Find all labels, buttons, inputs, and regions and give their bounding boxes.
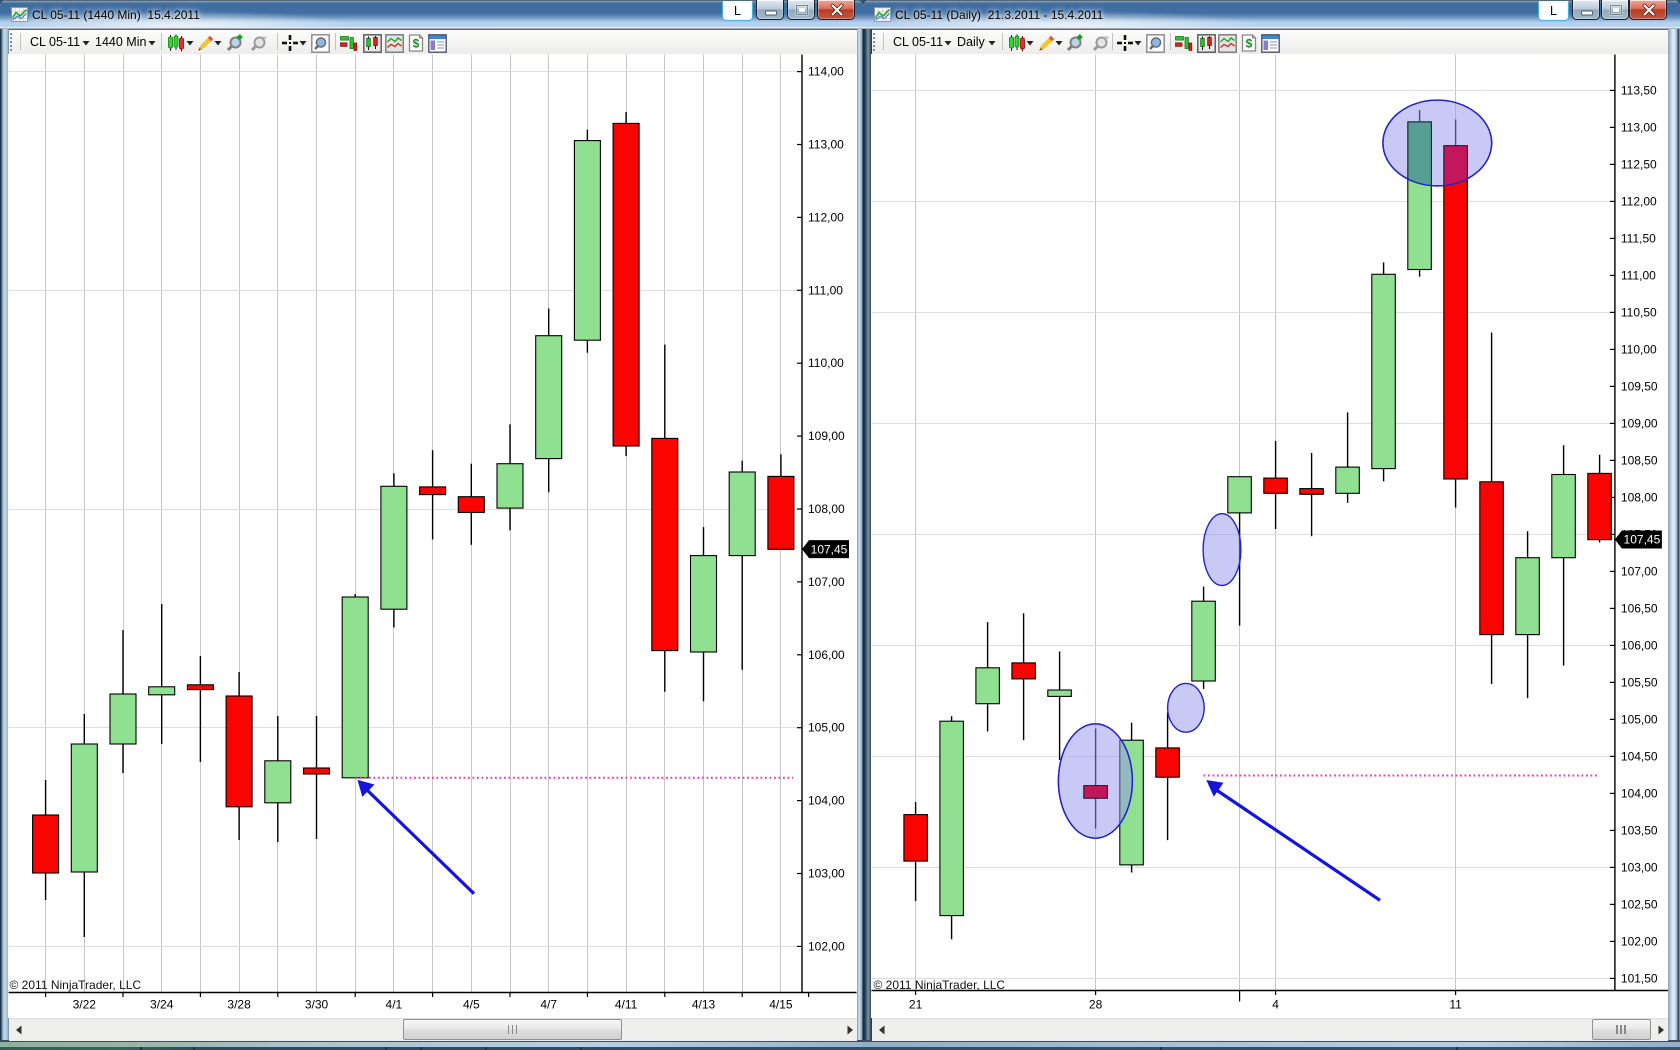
svg-text:110,00: 110,00 (1621, 342, 1657, 356)
svg-text:107,45: 107,45 (811, 542, 848, 556)
svg-text:© 2011 NinjaTrader, LLC: © 2011 NinjaTrader, LLC (874, 978, 1006, 992)
svg-text:111,00: 111,00 (1621, 268, 1656, 282)
svg-text:113,00: 113,00 (1621, 120, 1657, 134)
svg-text:106,00: 106,00 (808, 648, 845, 662)
svg-text:105,50: 105,50 (1621, 675, 1658, 689)
svg-text:104,00: 104,00 (1621, 786, 1658, 800)
svg-text:112,00: 112,00 (1621, 194, 1657, 208)
svg-text:101,50: 101,50 (1621, 971, 1658, 985)
svg-text:104,00: 104,00 (808, 794, 845, 808)
svg-text:21: 21 (909, 998, 923, 1012)
svg-text:113,50: 113,50 (1621, 83, 1657, 97)
svg-text:4/1: 4/1 (386, 998, 403, 1012)
svg-text:106,50: 106,50 (1621, 601, 1658, 615)
svg-text:112,00: 112,00 (808, 210, 844, 224)
svg-text:108,00: 108,00 (1621, 490, 1658, 504)
svg-text:108,00: 108,00 (808, 502, 845, 516)
svg-text:105,00: 105,00 (1621, 712, 1658, 726)
svg-text:109,00: 109,00 (1621, 416, 1658, 430)
svg-text:4/7: 4/7 (540, 998, 557, 1012)
svg-text:105,00: 105,00 (808, 721, 845, 735)
svg-text:104,50: 104,50 (1621, 749, 1658, 763)
svg-text:109,50: 109,50 (1621, 379, 1658, 393)
svg-text:103,00: 103,00 (1621, 860, 1658, 874)
svg-text:© 2011 NinjaTrader, LLC: © 2011 NinjaTrader, LLC (10, 978, 142, 992)
svg-text:107,00: 107,00 (1621, 564, 1658, 578)
svg-text:3/28: 3/28 (227, 998, 251, 1012)
svg-text:114,00: 114,00 (808, 65, 844, 79)
svg-text:102,50: 102,50 (1621, 897, 1658, 911)
svg-text:107,00: 107,00 (808, 575, 845, 589)
svg-text:4/13: 4/13 (692, 998, 716, 1012)
svg-text:111,50: 111,50 (1621, 231, 1656, 245)
svg-text:110,50: 110,50 (1621, 305, 1657, 319)
svg-text:$: $ (413, 37, 420, 51)
svg-text:102,00: 102,00 (1621, 934, 1658, 948)
svg-text:4/11: 4/11 (615, 998, 638, 1012)
svg-text:3/30: 3/30 (305, 998, 329, 1012)
svg-text:3/22: 3/22 (73, 998, 97, 1012)
svg-text:3/24: 3/24 (150, 998, 174, 1012)
svg-text:112,50: 112,50 (1621, 157, 1657, 171)
svg-text:111,00: 111,00 (808, 283, 843, 297)
svg-text:$: $ (1246, 37, 1253, 51)
svg-text:4/15: 4/15 (769, 998, 793, 1012)
svg-text:113,00: 113,00 (808, 138, 844, 152)
svg-text:11: 11 (1449, 998, 1462, 1012)
svg-text:102,00: 102,00 (808, 939, 845, 953)
svg-text:107,45: 107,45 (1624, 533, 1661, 547)
svg-text:103,00: 103,00 (808, 867, 845, 881)
svg-text:103,50: 103,50 (1621, 823, 1658, 837)
svg-text:4: 4 (1272, 998, 1279, 1012)
svg-text:28: 28 (1089, 998, 1103, 1012)
svg-text:4/5: 4/5 (463, 998, 480, 1012)
svg-text:108,50: 108,50 (1621, 453, 1658, 467)
svg-text:106,00: 106,00 (1621, 638, 1658, 652)
svg-text:109,00: 109,00 (808, 429, 845, 443)
svg-text:110,00: 110,00 (808, 356, 844, 370)
